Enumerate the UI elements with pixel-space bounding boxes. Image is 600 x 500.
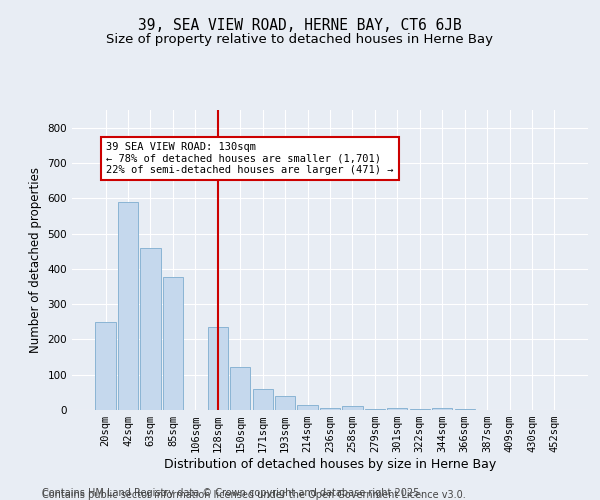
Bar bbox=[95, 322, 116, 410]
Text: Size of property relative to detached houses in Herne Bay: Size of property relative to detached ho… bbox=[107, 32, 493, 46]
Text: 39 SEA VIEW ROAD: 130sqm
← 78% of detached houses are smaller (1,701)
22% of sem: 39 SEA VIEW ROAD: 130sqm ← 78% of detach… bbox=[106, 142, 394, 175]
Bar bbox=[163, 277, 183, 410]
Bar bbox=[298, 404, 317, 410]
Bar bbox=[343, 406, 362, 410]
Text: Contains public sector information licensed under the Open Government Licence v3: Contains public sector information licen… bbox=[42, 490, 466, 500]
Bar bbox=[275, 396, 295, 410]
Bar bbox=[320, 408, 340, 410]
Bar bbox=[140, 248, 161, 410]
Bar bbox=[253, 389, 273, 410]
Text: Contains HM Land Registry data © Crown copyright and database right 2025.: Contains HM Land Registry data © Crown c… bbox=[42, 488, 422, 498]
Bar bbox=[432, 408, 452, 410]
Bar bbox=[118, 202, 138, 410]
Bar bbox=[208, 327, 228, 410]
X-axis label: Distribution of detached houses by size in Herne Bay: Distribution of detached houses by size … bbox=[164, 458, 496, 471]
Y-axis label: Number of detached properties: Number of detached properties bbox=[29, 167, 42, 353]
Bar bbox=[387, 408, 407, 410]
Bar bbox=[230, 367, 250, 410]
Text: 39, SEA VIEW ROAD, HERNE BAY, CT6 6JB: 39, SEA VIEW ROAD, HERNE BAY, CT6 6JB bbox=[138, 18, 462, 32]
